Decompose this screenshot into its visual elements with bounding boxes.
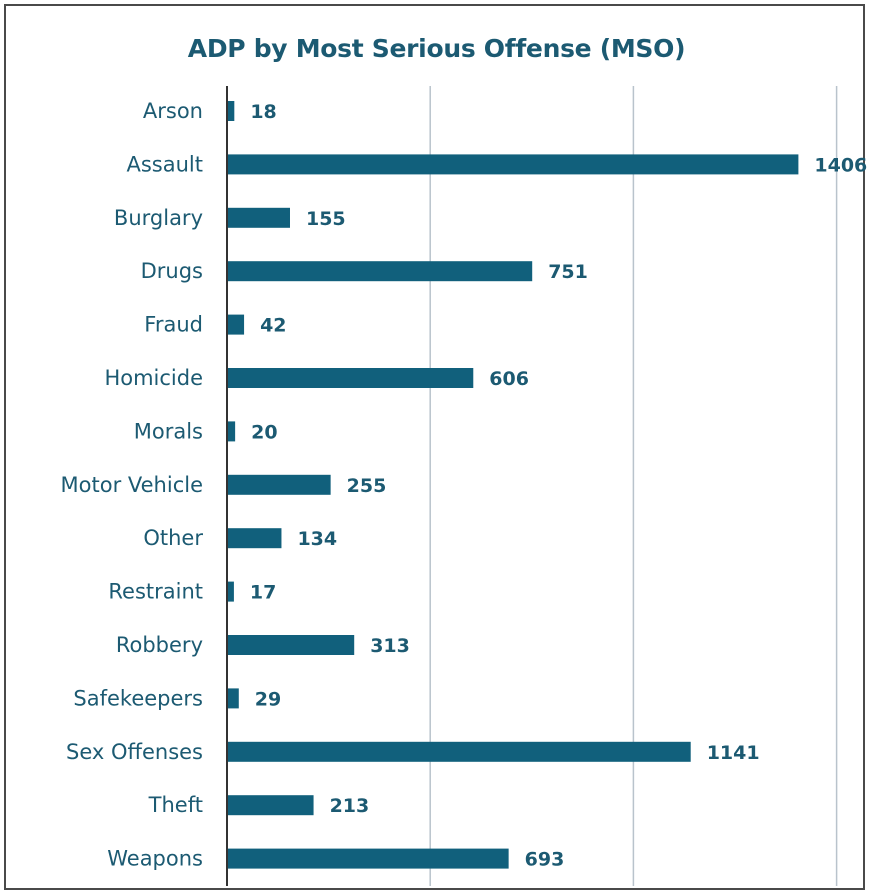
- category-label: Weapons: [107, 847, 203, 871]
- value-label: 606: [489, 368, 529, 390]
- bar-homicide: [227, 368, 474, 388]
- value-label: 313: [370, 635, 410, 657]
- bar-burglary: [227, 207, 290, 228]
- bar-robbery: [227, 635, 355, 655]
- bar-weapons: [227, 848, 509, 869]
- category-label: Homicide: [104, 366, 203, 390]
- bar-motor-vehicle: [227, 474, 331, 495]
- category-label: Theft: [148, 793, 203, 817]
- value-label: 751: [548, 261, 588, 283]
- bar-fraud: [227, 314, 245, 335]
- category-label: Burglary: [114, 206, 203, 230]
- bar-assault: [227, 154, 799, 175]
- value-label: 42: [260, 315, 286, 337]
- value-label: 134: [297, 528, 337, 550]
- category-label: Other: [143, 526, 203, 550]
- bar-restraint: [227, 581, 234, 602]
- category-label: Fraud: [144, 313, 203, 337]
- bar-morals: [227, 421, 236, 442]
- bar-other: [227, 528, 282, 549]
- category-label: Sex Offenses: [66, 740, 203, 764]
- bar-theft: [227, 795, 314, 816]
- value-label: 213: [330, 795, 370, 817]
- chart-title: ADP by Most Serious Offense (MSO): [187, 34, 686, 63]
- bar-arson: [227, 101, 235, 121]
- value-label: 155: [306, 208, 346, 230]
- value-label: 693: [525, 849, 565, 871]
- value-label: 29: [255, 688, 281, 710]
- value-label: 1406: [814, 154, 867, 176]
- category-label: Robbery: [116, 633, 203, 657]
- category-label: Safekeepers: [73, 686, 203, 710]
- bar-drugs: [227, 261, 533, 282]
- category-label: Assault: [127, 152, 204, 176]
- category-label: Arson: [143, 99, 203, 123]
- value-label: 20: [251, 421, 277, 443]
- value-label: 255: [347, 475, 387, 497]
- value-label: 18: [250, 101, 276, 123]
- value-label: 1141: [707, 742, 760, 764]
- bar-sex-offenses: [227, 741, 691, 762]
- value-label: 17: [250, 582, 276, 604]
- category-label: Motor Vehicle: [61, 473, 203, 497]
- category-label: Morals: [134, 419, 203, 443]
- category-label: Restraint: [108, 580, 203, 604]
- category-label: Drugs: [141, 259, 203, 283]
- bar-safekeepers: [227, 688, 239, 709]
